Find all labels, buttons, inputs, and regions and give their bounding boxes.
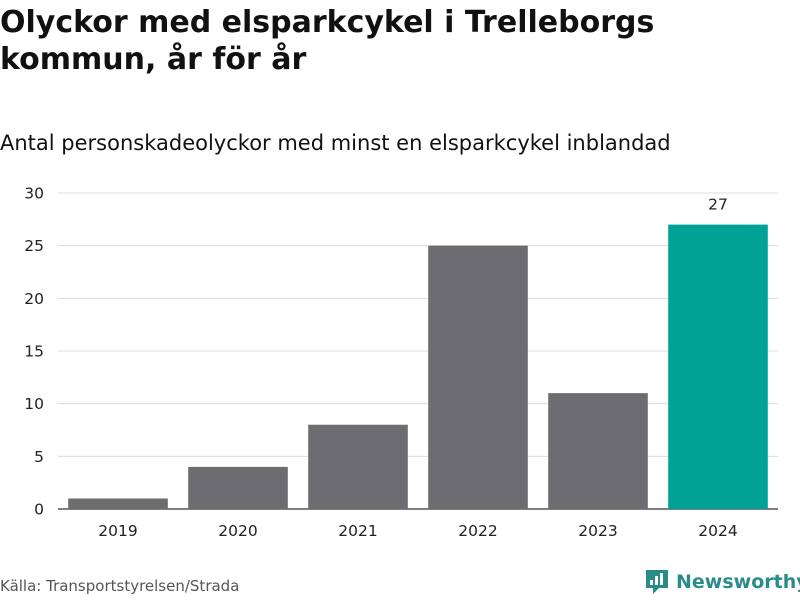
bar-2023 [548, 393, 648, 509]
x-tick-label: 2022 [458, 522, 497, 540]
x-tick-label: 2024 [698, 522, 737, 540]
source-note: Källa: Transportstyrelsen/Strada [0, 577, 240, 595]
bar-2024 [668, 224, 768, 509]
chart-subtitle: Antal personskadeolyckor med minst en el… [0, 131, 671, 155]
x-tick-label: 2020 [218, 522, 257, 540]
bar-2020 [188, 466, 288, 509]
x-tick-label: 2023 [578, 522, 617, 540]
newsworthy-logo: Newsworthy [644, 568, 800, 596]
y-tick-label: 10 [24, 395, 44, 413]
data-label: 27 [708, 196, 728, 214]
chart-title: Olyckor med elsparkcykel i Trelleborgs k… [0, 5, 655, 77]
bar-2021 [308, 424, 408, 509]
x-tick-label: 2021 [338, 522, 377, 540]
newsworthy-logo-text: Newsworthy [676, 571, 800, 593]
y-tick-label: 20 [24, 290, 44, 308]
newsworthy-logo-icon [646, 570, 668, 594]
y-tick-label: 15 [24, 343, 44, 361]
y-tick-label: 0 [34, 501, 44, 519]
x-tick-label: 2019 [98, 522, 137, 540]
y-tick-label: 25 [24, 237, 44, 255]
y-tick-label: 5 [34, 448, 44, 466]
bar-chart: 0 5 10 15 20 25 30 2019 2020 2021 2022 2023 2024 27 [24, 185, 778, 541]
bar-2019 [68, 498, 168, 509]
labels: 0 5 10 15 20 25 30 2019 2020 2021 2022 2023 2024 27 [24, 185, 737, 541]
bars [68, 224, 768, 509]
y-tick-label: 30 [24, 185, 44, 203]
grid-lines [58, 192, 778, 510]
bar-2022 [428, 245, 528, 509]
